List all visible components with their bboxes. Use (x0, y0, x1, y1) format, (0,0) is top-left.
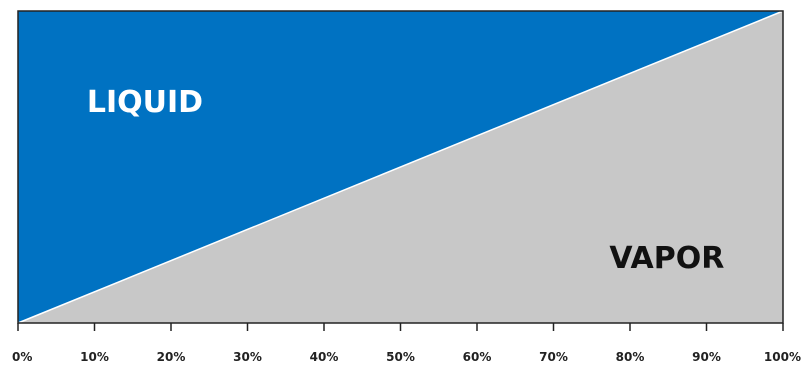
x-tick-label: 20% (157, 350, 186, 364)
x-tick-label: 10% (80, 350, 109, 364)
x-tick-label: 0% (12, 350, 32, 364)
x-tick-label: 70% (539, 350, 568, 364)
liquid-label: LIQUID (87, 85, 203, 120)
vapor-label: VAPOR (609, 241, 724, 276)
x-tick-label: 90% (692, 350, 721, 364)
divider-line (17, 10, 784, 324)
x-axis: 0% 10% 20% 30% 40% 50% 60% 70% 80% 90% 100% (12, 323, 801, 364)
x-tick-label: 30% (233, 350, 262, 364)
x-tick-label: 60% (463, 350, 492, 364)
x-tick-label: 40% (310, 350, 339, 364)
plot-area: LIQUID VAPOR (17, 10, 784, 324)
x-tick-label: 100% (764, 350, 801, 364)
x-tick-label: 50% (386, 350, 415, 364)
x-tick-label: 80% (616, 350, 645, 364)
